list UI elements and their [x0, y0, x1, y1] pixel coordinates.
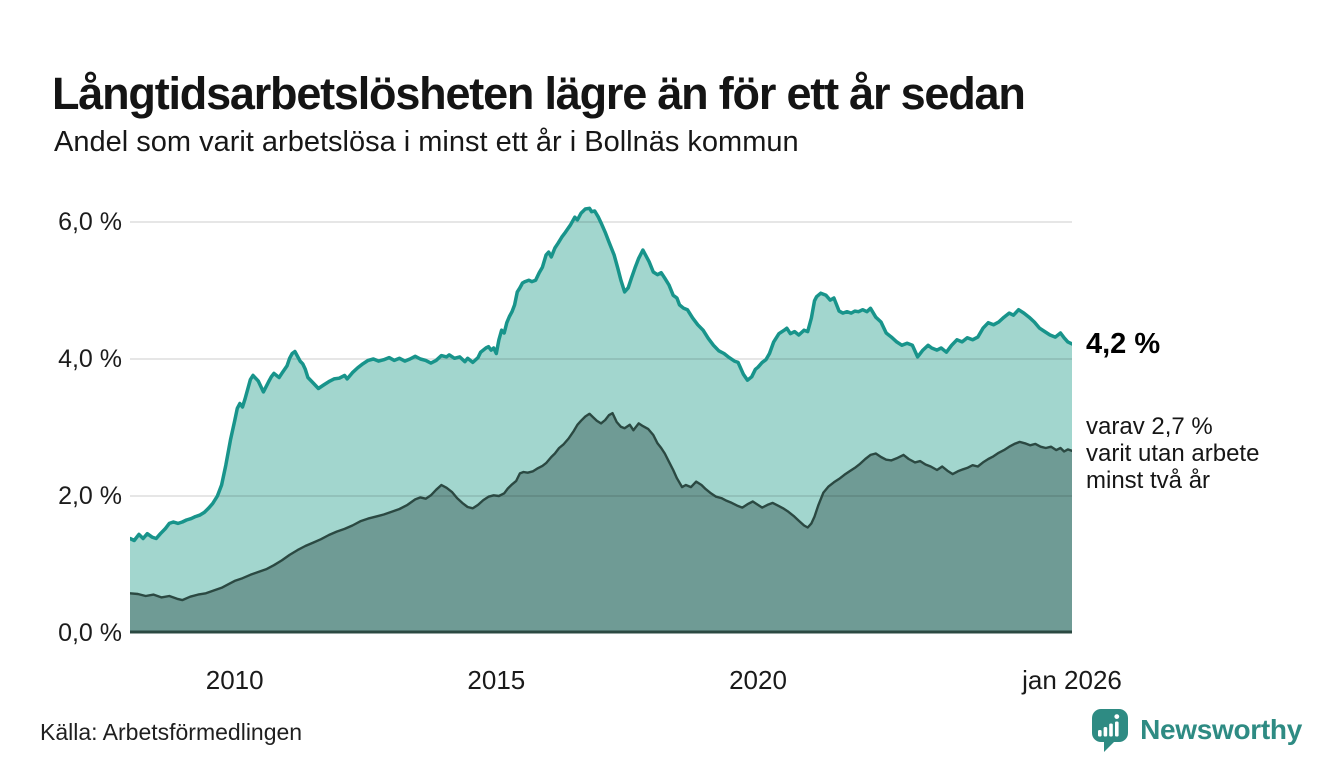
source-note: Källa: Arbetsförmedlingen — [40, 719, 303, 745]
annotation-two-year: varav 2,7 % varit utan arbete minst två … — [1086, 413, 1259, 494]
y-tick-label: 2,0 % — [58, 482, 122, 510]
x-tick-label: jan 2026 — [1022, 665, 1122, 695]
page-title: Långtidsarbetslösheten lägre än för ett … — [52, 68, 1026, 120]
newsworthy-wordmark: Newsworthy — [1140, 714, 1302, 745]
annotation-two-year-line2: varit utan arbete — [1086, 440, 1260, 467]
annotation-latest-total: 4,2 % — [1086, 328, 1161, 360]
area-chart — [130, 206, 1072, 634]
x-tick-label: 2020 — [729, 665, 787, 695]
y-tick-label: 4,0 % — [58, 345, 122, 373]
newsworthy-icon — [1092, 709, 1129, 752]
x-tick-label: 2015 — [467, 665, 526, 695]
x-tick-label: 2010 — [205, 665, 264, 695]
y-tick-label: 6,0 % — [58, 208, 122, 236]
chart-subtitle: Andel som varit arbetslösa i minst ett å… — [54, 126, 799, 158]
y-tick-label: 0,0 % — [58, 619, 122, 647]
y-axis-labels: 0,0 % 2,0 % 4,0 % 6,0 % — [28, 0, 122, 780]
annotation-two-year-line3: minst två år — [1086, 467, 1211, 494]
newsworthy-logo: Newsworthy — [1089, 706, 1302, 754]
annotation-two-year-line1: varav 2,7 % — [1086, 413, 1213, 440]
